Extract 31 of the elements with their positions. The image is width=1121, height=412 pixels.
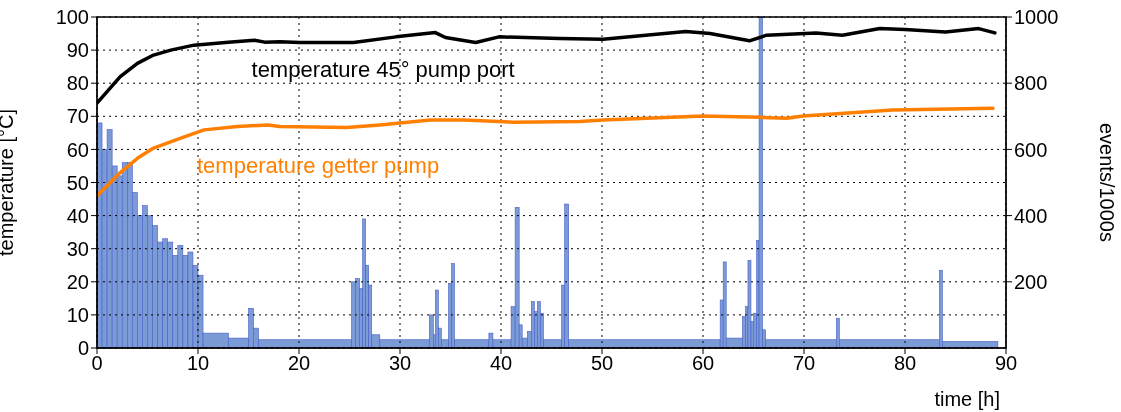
- y-tick-label: 80: [66, 72, 89, 95]
- series-label: temperature 45° pump port: [251, 56, 515, 82]
- y-tick-label: 0: [77, 337, 89, 360]
- y-tick-label: 50: [66, 171, 89, 194]
- y2-tick-label: 400: [1014, 204, 1048, 227]
- x-axis-title: time [h]: [934, 388, 1000, 410]
- x-tick-label: 50: [590, 352, 614, 375]
- y-tick-label: 100: [55, 6, 89, 29]
- y-tick-label: 30: [66, 237, 89, 260]
- y2-tick-label: 800: [1014, 72, 1048, 95]
- y-tick-label: 20: [66, 270, 89, 293]
- x-tick-label: 80: [893, 352, 917, 375]
- x-tick-label: 70: [792, 352, 816, 375]
- y-tick-label: 70: [66, 105, 89, 128]
- x-tick-label: 20: [287, 352, 311, 375]
- y-tick-label: 60: [66, 138, 89, 161]
- x-tick-label: 30: [388, 352, 412, 375]
- x-tick-label: 40: [489, 352, 513, 375]
- y-tick-label: 10: [66, 304, 89, 326]
- y2-tick-label: 1000: [1014, 6, 1059, 29]
- y-tick-label: 40: [66, 204, 89, 227]
- x-tick-label: 0: [91, 352, 103, 375]
- x-tick-label: 60: [691, 352, 715, 375]
- series-label: temperature getter pump: [196, 152, 440, 178]
- x-tick-label: 90: [994, 352, 1018, 375]
- line-series: [97, 106, 995, 198]
- y-tick-label: 90: [66, 39, 89, 62]
- y2-tick-label: 600: [1014, 138, 1048, 161]
- y2-tick-label: 200: [1014, 270, 1048, 293]
- y2-axis-title: events/1000s: [1095, 123, 1118, 242]
- x-tick-label: 10: [186, 352, 210, 375]
